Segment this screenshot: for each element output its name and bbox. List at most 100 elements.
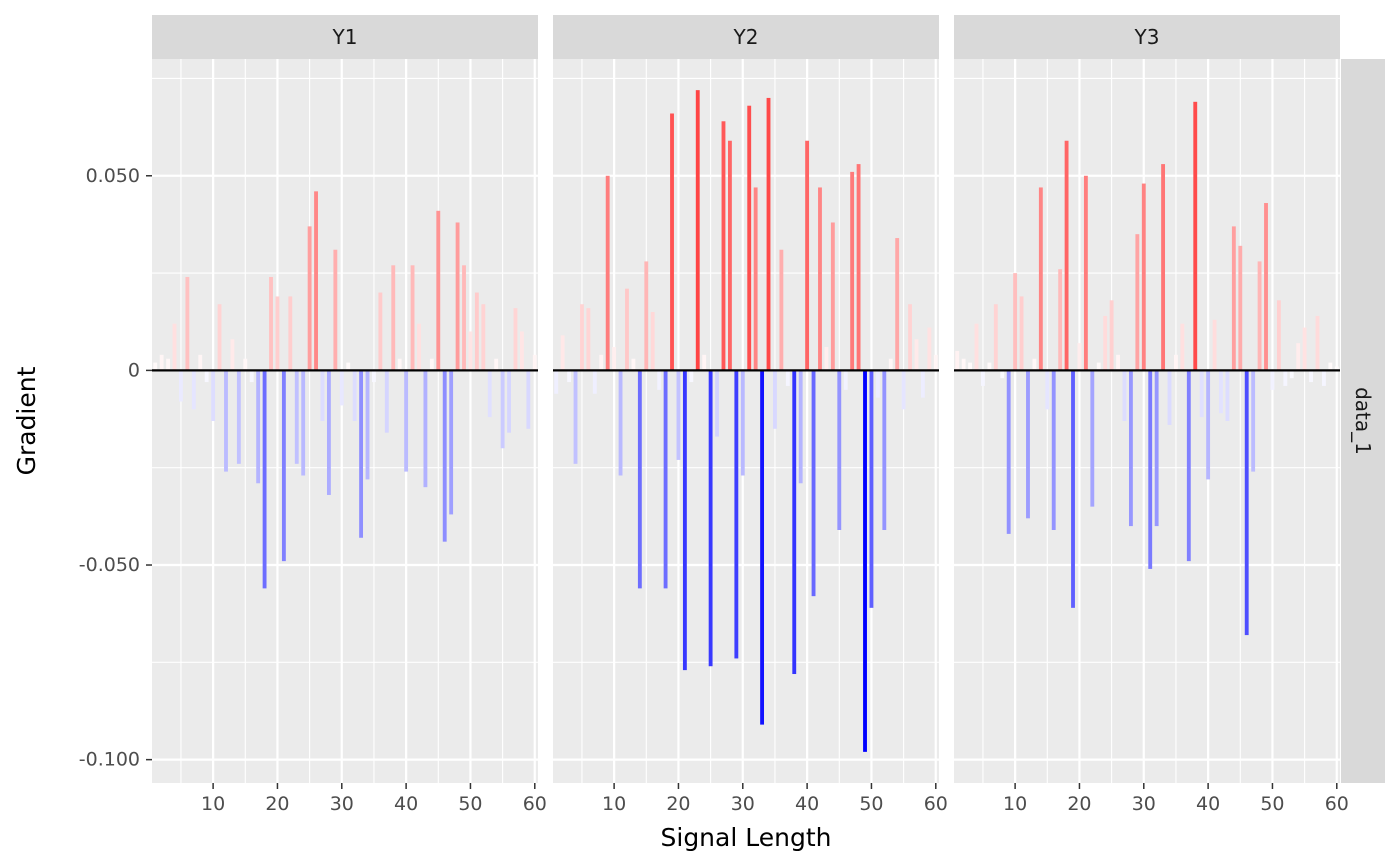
bar (1315, 315, 1320, 371)
panel-strip-background (152, 15, 538, 59)
bar (824, 347, 829, 371)
bar (236, 370, 241, 464)
bar (914, 339, 919, 371)
x-tick-label: 10 (602, 793, 626, 815)
bar (1064, 140, 1069, 371)
bar (1225, 370, 1230, 421)
bar (404, 370, 409, 472)
bar (955, 350, 960, 371)
bar (1109, 300, 1114, 371)
bar (1251, 370, 1256, 472)
bar (689, 370, 694, 383)
bar (625, 288, 629, 371)
bar (721, 121, 726, 371)
bar (1019, 296, 1024, 371)
bar (288, 296, 293, 371)
x-tick-label: 20 (1067, 793, 1091, 815)
bar (670, 113, 674, 371)
bar (301, 370, 306, 476)
panel-background (553, 59, 939, 783)
bar (1083, 175, 1088, 371)
bar (863, 370, 867, 752)
bar (1231, 226, 1236, 371)
bar (856, 164, 861, 371)
bar (1058, 269, 1063, 371)
bar (481, 304, 486, 371)
x-tick-label: 50 (458, 793, 482, 815)
bar (1045, 370, 1050, 410)
x-tick-label: 30 (731, 793, 755, 815)
panel-strip-label: Y1 (332, 25, 358, 49)
bar (1051, 370, 1056, 530)
bar (217, 304, 222, 371)
bar (1103, 315, 1108, 371)
x-tick-label: 40 (394, 793, 418, 815)
panel-y2: Y2 10 20 30 40 50 60 (553, 15, 948, 815)
x-tick-label: 30 (330, 793, 354, 815)
bar (773, 370, 777, 429)
bar (760, 370, 765, 725)
bar (968, 362, 973, 371)
x-tick-label: 20 (666, 793, 690, 815)
panel-strip-label: Y2 (733, 25, 759, 49)
bar (166, 358, 171, 371)
y-tick-label: 0.050 (86, 165, 140, 187)
bar (908, 304, 912, 371)
bar (500, 370, 505, 449)
bar (211, 370, 216, 421)
bar (933, 354, 938, 371)
bar (1032, 358, 1037, 371)
y-axis: -0.100 -0.050 0 0.050 (79, 165, 152, 771)
bar (333, 249, 338, 371)
panel-background (954, 59, 1340, 783)
bar (230, 339, 235, 371)
bar (1321, 370, 1326, 386)
bar (269, 276, 273, 371)
bar (191, 370, 196, 410)
bar (779, 249, 784, 371)
bar (494, 358, 499, 371)
bar (1013, 273, 1018, 371)
bar (798, 370, 803, 484)
bar (631, 358, 636, 371)
bar (1135, 234, 1140, 371)
bars-y2 (554, 90, 938, 752)
bar (1309, 370, 1313, 383)
bar (532, 354, 537, 371)
bar (262, 370, 267, 589)
bar (818, 187, 822, 371)
bar (185, 276, 190, 371)
bar (1334, 366, 1339, 371)
bar (592, 370, 597, 394)
x-tick-label: 60 (523, 793, 547, 815)
bar (605, 175, 610, 371)
bar (682, 370, 687, 671)
bar (895, 238, 900, 371)
bar (657, 370, 662, 390)
bar (792, 370, 797, 675)
panel-strip-background (553, 15, 939, 59)
x-tick-label: 40 (795, 793, 819, 815)
bar (179, 370, 183, 402)
bars-y3 (955, 101, 1339, 636)
bar (1219, 370, 1223, 414)
bar (513, 308, 518, 371)
bar (740, 370, 745, 476)
bars-y1 (153, 191, 537, 589)
bar (487, 370, 492, 418)
bar (920, 370, 925, 398)
bar (961, 358, 966, 371)
bar (1238, 245, 1243, 371)
bar (695, 90, 700, 371)
bar (1128, 370, 1133, 527)
x-tick-label: 60 (924, 793, 948, 815)
bar (468, 331, 473, 371)
panel-y3: Y3 10 20 30 40 50 60 (954, 15, 1349, 815)
bar (676, 370, 681, 460)
bar (1116, 354, 1120, 371)
bar (275, 296, 280, 371)
panel-background (152, 59, 538, 783)
x-tick-label: 20 (265, 793, 289, 815)
bar (1270, 370, 1275, 390)
bar (715, 370, 719, 437)
